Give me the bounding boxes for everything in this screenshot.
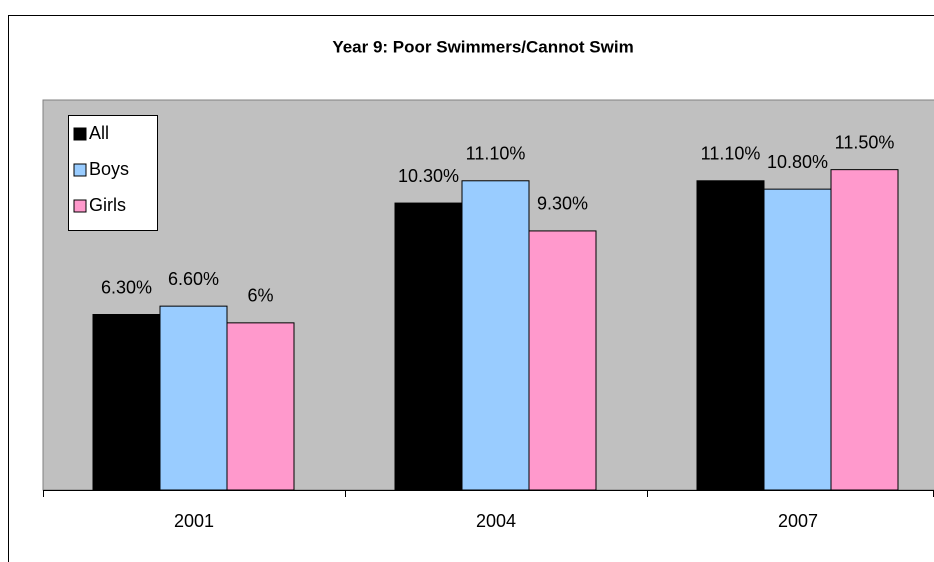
bar <box>226 322 295 491</box>
bar <box>159 305 228 491</box>
legend-swatch <box>73 163 87 177</box>
legend-swatch <box>73 199 87 213</box>
bar <box>696 180 765 491</box>
data-label: 11.50% <box>835 132 895 152</box>
bar <box>394 202 463 491</box>
bar <box>461 180 530 491</box>
chart-title: Year 9: Poor Swimmers/Cannot Swim <box>332 37 633 56</box>
x-tick-label: 2007 <box>778 511 818 531</box>
legend-label: Boys <box>89 159 129 179</box>
legend-label: All <box>89 123 109 143</box>
bar <box>92 314 161 491</box>
data-label: 6.30% <box>101 277 152 297</box>
data-label: 10.80% <box>767 152 828 172</box>
x-tick-label: 2001 <box>174 511 214 531</box>
legend-label: Girls <box>89 195 126 215</box>
data-label: 6.60% <box>168 269 219 289</box>
data-label: 11.10% <box>466 144 526 164</box>
data-label: 11.10% <box>701 144 761 164</box>
bar <box>528 230 597 491</box>
bar <box>763 188 832 491</box>
data-label: 9.30% <box>537 194 588 214</box>
data-label: 10.30% <box>398 166 459 186</box>
x-tick-label: 2004 <box>476 511 516 531</box>
bar <box>830 169 899 491</box>
legend-swatch <box>73 127 87 141</box>
data-label: 6% <box>247 286 273 306</box>
